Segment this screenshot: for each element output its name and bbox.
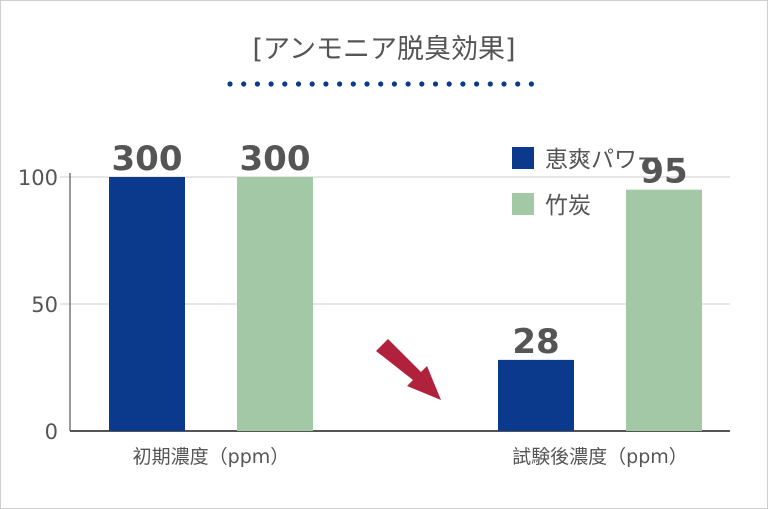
x-category-label: 試験後濃度（ppm）	[512, 446, 688, 468]
y-tick-label: 50	[31, 293, 58, 317]
title-dot	[254, 81, 260, 87]
x-category-label: 初期濃度（ppm）	[133, 446, 290, 468]
title-dot	[487, 81, 493, 87]
legend-swatch	[512, 193, 534, 215]
bar	[237, 177, 313, 431]
legend-label: 恵爽パワー	[545, 147, 660, 173]
title-dot	[350, 81, 356, 87]
title-dot	[309, 81, 315, 87]
title-dot	[446, 81, 452, 87]
title-dot	[391, 81, 397, 87]
title-dot	[432, 81, 439, 87]
bars	[109, 177, 702, 431]
title-dot	[419, 81, 425, 87]
x-axis-labels: 初期濃度（ppm） 試験後濃度（ppm）	[133, 446, 688, 468]
title-dot	[405, 81, 411, 87]
legend-label: 竹炭	[545, 193, 591, 219]
title-dot	[515, 81, 521, 87]
data-label: 300	[112, 139, 183, 179]
title-dot	[241, 81, 247, 87]
bar	[109, 177, 185, 431]
bar	[626, 189, 702, 431]
title-dotted-underline	[227, 81, 535, 87]
bar	[498, 359, 574, 431]
title-dot	[378, 81, 384, 87]
data-label: 95	[640, 152, 687, 192]
title-dot	[528, 81, 535, 87]
title-dot	[282, 81, 288, 87]
data-labels: 300 300 28 95	[112, 139, 688, 362]
y-tick-label: 0	[45, 420, 58, 444]
title-dot	[323, 81, 329, 87]
data-label: 300	[240, 139, 311, 179]
title-dot	[474, 81, 480, 87]
data-label: 28	[512, 322, 559, 362]
decrease-arrow-icon	[376, 339, 441, 400]
chart-title: [アンモニア脱臭効果]	[253, 34, 516, 65]
title-dot	[364, 81, 370, 87]
y-tick-label: 100	[18, 166, 58, 190]
title-dot	[460, 81, 466, 87]
title-dot	[295, 81, 302, 87]
title-dot	[227, 81, 233, 87]
title-dot	[268, 81, 274, 87]
legend-swatch	[512, 147, 534, 169]
y-axis-ticks: 0 50 100	[18, 166, 58, 444]
title-dot	[501, 81, 507, 87]
title-dot	[337, 81, 343, 87]
